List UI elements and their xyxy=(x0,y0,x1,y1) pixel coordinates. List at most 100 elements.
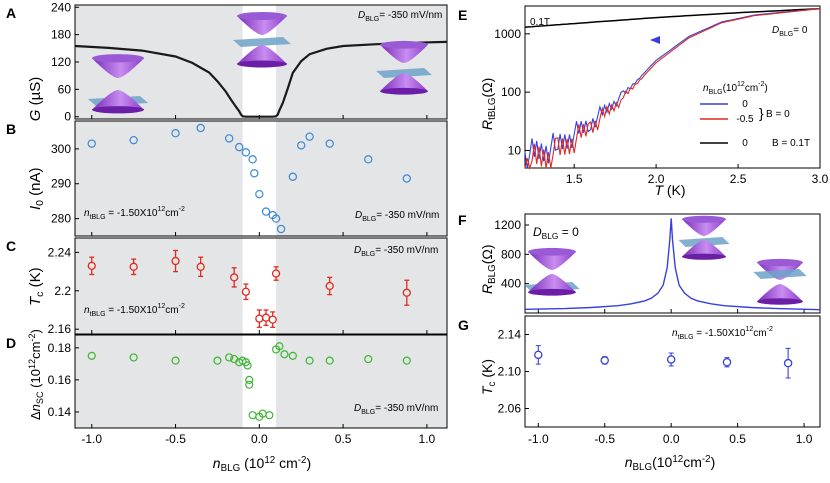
annotation-ntblg-part: n xyxy=(84,208,90,219)
shaded-region-right xyxy=(276,335,447,428)
x-tick-label: -1.0 xyxy=(528,432,549,446)
annotation-dbl-part: = -350 mV/nm xyxy=(375,403,438,414)
y-axis-label-part: -2 xyxy=(27,333,37,341)
annotation-dbl: DBLG= 0 xyxy=(772,25,808,38)
y-axis-label: RtBLG(Ω) xyxy=(479,78,498,130)
lower-band-rim xyxy=(757,298,803,305)
x-tick-label: 1.5 xyxy=(566,172,583,186)
y-tick-label: 100 xyxy=(501,85,521,99)
x-tick-label: 3.0 xyxy=(812,172,829,186)
x-axis-label-part: (10 xyxy=(652,454,672,470)
data-point xyxy=(305,356,314,365)
y-tick-label: 0 xyxy=(64,110,71,124)
data-point xyxy=(288,351,297,360)
band-inset xyxy=(233,12,291,68)
x-tick-label: 1.0 xyxy=(796,432,813,446)
lower-band xyxy=(237,45,287,64)
y-axis-label-part: R xyxy=(479,120,495,130)
panel-label: C xyxy=(6,238,16,254)
data-point xyxy=(288,172,298,181)
data-point xyxy=(276,224,286,234)
annotation-dbl-part: D xyxy=(355,210,362,221)
annotation-dbl: DBLG = 0 xyxy=(533,225,579,241)
annotation-ntblg-part: n xyxy=(84,305,90,316)
panel-label: G xyxy=(458,317,469,333)
annotation-ntblg-part: tBLG xyxy=(678,334,694,341)
x-axis-label-part: -2 xyxy=(298,455,307,466)
y-axis-label-part: Δ xyxy=(28,411,43,420)
data-point xyxy=(213,356,222,365)
data-point xyxy=(241,148,251,157)
annotation-ntblg-part: = -1.50X10 xyxy=(694,328,746,339)
annotation-field: 0.1T xyxy=(530,17,550,28)
upper-band-rim xyxy=(528,247,576,256)
lower-band xyxy=(380,73,428,92)
plot-frame xyxy=(524,213,821,314)
x-tick-label: 2.5 xyxy=(730,172,747,186)
x-tick-label: 0.0 xyxy=(251,432,268,446)
annotation-ntblg-part: n xyxy=(672,328,678,339)
band-insets xyxy=(87,12,807,305)
data-point xyxy=(171,128,180,138)
y-axis-label-part: SC xyxy=(35,391,45,404)
panel-label: B xyxy=(6,121,16,137)
annotation-ntblg-part: = -1.50X10 xyxy=(106,208,158,219)
x-axis-label-part: -2 xyxy=(702,454,711,465)
annotation-dbl-part: BLG xyxy=(542,231,559,241)
x-axis-label-part: cm xyxy=(683,454,702,470)
annotation-dbl-part: BLG xyxy=(362,216,376,223)
x-axis-label-part: BLG xyxy=(221,463,241,474)
annotation-dbl: DBLG= -350 mV/nm xyxy=(355,210,439,223)
y-axis-label-part: n xyxy=(28,404,43,411)
y-tick-label: 300 xyxy=(51,142,71,156)
conductance-curve xyxy=(74,40,448,118)
annotation-dbl-part: D xyxy=(533,225,542,239)
band-inset xyxy=(524,247,580,296)
y-tick-label: 0.18 xyxy=(48,341,72,355)
upper-band-rim xyxy=(237,12,287,20)
y-tick-label: 400 xyxy=(501,277,521,291)
data-point xyxy=(129,262,138,271)
data-point xyxy=(129,135,138,145)
data-point xyxy=(402,174,411,183)
y-tick-label: 290 xyxy=(51,177,71,191)
annotation-ntblg-part: -2 xyxy=(767,326,773,333)
annotation-dbl-part: BLG xyxy=(361,251,375,258)
x-axis-label-part: n xyxy=(213,455,221,471)
data-point xyxy=(325,139,334,148)
y-axis-label: G (µS) xyxy=(27,77,44,121)
y-axis-label: Tc (K) xyxy=(479,359,498,395)
data-point xyxy=(600,356,609,365)
band-inset xyxy=(678,215,730,260)
y-tick-label: 10 xyxy=(508,143,522,157)
y-axis-label-part: I xyxy=(27,206,44,210)
fermi-plane xyxy=(233,37,291,47)
data-point xyxy=(224,134,234,143)
data-point xyxy=(783,358,793,368)
x-tick-label: 0.5 xyxy=(729,432,746,446)
data-point xyxy=(245,375,254,384)
x-tick-label: 0.0 xyxy=(663,432,680,446)
legend-group-label: B = 0.1T xyxy=(772,138,810,149)
y-tick-label: 2.06 xyxy=(498,402,522,416)
legend-brace: } xyxy=(759,105,764,121)
shaded-region-left xyxy=(75,238,243,334)
annotation-dbl: DBLG= -350 mV/nm xyxy=(358,10,442,23)
data-point xyxy=(87,261,96,270)
panel-C: 2.16 2.2 2.24 DBLG= -350 mV/nm ntBLG = -1.50… xyxy=(6,237,448,336)
y-axis-label-part: (K) xyxy=(27,267,44,291)
legend-title-part: n xyxy=(703,83,709,94)
annotation-ntblg-part: cm xyxy=(165,208,178,219)
x-axis-label-part: 12 xyxy=(264,455,275,466)
y-tick-label: 2.14 xyxy=(498,328,522,342)
y-axis-label-part: c xyxy=(34,292,46,297)
annotation-ntblg-part: tBLG xyxy=(90,214,106,221)
lower-band xyxy=(757,284,803,302)
lower-band-rim xyxy=(682,253,726,260)
y-axis-label-part: (nA) xyxy=(27,167,44,200)
data-point xyxy=(241,287,251,296)
annotation-dbl-part: = -350 mV/nm xyxy=(379,10,442,21)
data-point xyxy=(248,155,257,164)
annotation-ntblg-part: -2 xyxy=(179,206,185,213)
